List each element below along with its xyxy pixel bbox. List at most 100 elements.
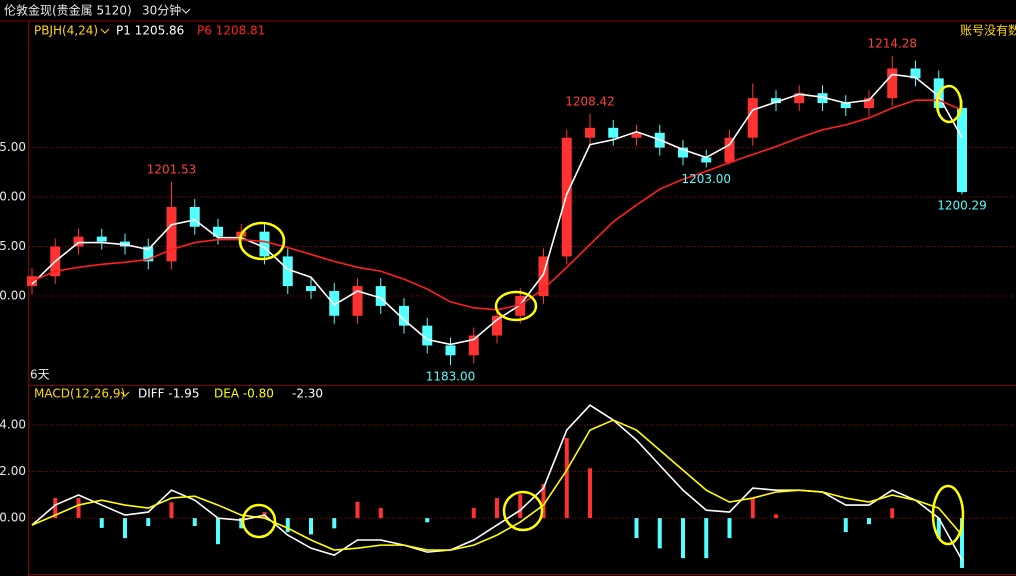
histogram-bar — [53, 498, 58, 519]
macd-chevron[interactable] — [120, 391, 130, 397]
data-label: 1201.53 — [147, 162, 197, 176]
candle-body — [608, 127, 619, 138]
candle-body — [840, 103, 851, 109]
line-series — [31, 73, 963, 346]
candle-body — [701, 157, 712, 163]
histogram-bar — [541, 484, 546, 519]
candle-body — [399, 305, 409, 326]
candle-body — [352, 286, 363, 316]
histogram-bar — [727, 518, 732, 539]
y-tick-label: 1205.00 — [0, 140, 26, 154]
histogram-bar — [843, 518, 848, 533]
data-label: 1183.00 — [426, 370, 476, 384]
candle-body — [817, 93, 828, 104]
data-label: 1203.00 — [681, 172, 731, 186]
candle-body — [864, 98, 874, 109]
histogram-bar — [960, 518, 964, 568]
histogram-bar — [750, 498, 755, 519]
histogram-bar — [99, 518, 104, 528]
histogram-bar — [169, 502, 174, 519]
candle-body — [259, 231, 270, 257]
legend-entry: P6 1208.81 — [197, 24, 265, 38]
data-label: 1214.28 — [867, 36, 917, 50]
data-label: 1208.42 — [565, 94, 615, 108]
candle-body — [96, 236, 107, 242]
histogram-bar — [309, 518, 313, 535]
y-tick-label: 1190.00 — [0, 288, 26, 302]
histogram-bar — [471, 507, 476, 519]
candle-body — [771, 98, 781, 104]
histogram-bar — [890, 508, 895, 519]
legend-entry: -2.30 — [292, 387, 323, 401]
highlight-circle — [238, 221, 286, 261]
highlight-circle — [241, 503, 277, 539]
candle-body — [213, 226, 223, 237]
histogram-bar — [332, 518, 337, 529]
candle-body — [631, 132, 642, 138]
period-chevron[interactable] — [181, 8, 191, 14]
candle-body — [189, 206, 200, 227]
candle-body — [27, 276, 37, 287]
y-tick-label: 1195.00 — [0, 239, 26, 253]
candle-body — [306, 286, 316, 292]
instrument: 伦敦金现(贵金属 5120) — [4, 3, 132, 18]
legend-entry: DEA -0.80 — [214, 387, 274, 401]
highlight-circle — [935, 84, 963, 124]
candle-body — [375, 286, 386, 306]
histogram-bar — [378, 507, 383, 519]
histogram-bar — [216, 518, 220, 545]
highlight-circle — [931, 484, 965, 546]
histogram-bar — [285, 518, 290, 533]
indicator-name[interactable]: PBJH(4,24) — [34, 24, 98, 38]
candle-body — [794, 93, 805, 104]
legend-entry: P1 1205.86 — [116, 24, 184, 38]
histogram-bar — [774, 514, 778, 519]
candle-body — [678, 147, 688, 158]
candle-body — [73, 236, 84, 247]
histogram-bar — [634, 518, 639, 539]
candle-body — [585, 127, 595, 138]
candle-body — [887, 68, 898, 99]
histogram-bar — [564, 438, 569, 519]
indicator-chevron[interactable] — [100, 28, 110, 34]
macd-title[interactable]: MACD(12,26,9) — [34, 387, 125, 401]
histogram-bar — [657, 518, 662, 549]
legend-entry: DIFF -1.95 — [138, 387, 199, 401]
line-series — [31, 419, 963, 551]
data-label: 1200.29 — [937, 199, 987, 213]
y-tick-label: 0.00 — [0, 511, 26, 525]
histogram-bar — [192, 518, 197, 527]
histogram-bar — [588, 468, 592, 519]
candle-body — [747, 98, 758, 138]
candle-body — [515, 295, 526, 316]
candle-body — [468, 335, 479, 356]
highlight-circle — [502, 490, 544, 532]
notice: 账号没有数 — [960, 23, 1016, 38]
histogram-bar — [936, 518, 941, 539]
candle-body — [957, 108, 967, 193]
y-tick-label: 2.00 — [0, 464, 26, 478]
candle-body — [724, 137, 735, 163]
candle-body — [561, 137, 572, 257]
plot: 1190.00 1195.00 1200.00 1205.00 1201.53 1208.… — [0, 36, 1016, 568]
histogram-bar — [123, 518, 127, 539]
histogram-bar — [867, 518, 871, 525]
histogram-bar — [146, 518, 151, 527]
candle-body — [282, 256, 293, 287]
candle-body — [538, 256, 549, 296]
histogram-bar — [355, 501, 360, 519]
candle-body — [329, 291, 340, 316]
period[interactable]: 30分钟 — [142, 3, 181, 18]
y-tick-label: 1200.00 — [0, 190, 26, 204]
histogram-bar — [518, 494, 523, 519]
highlight-circles — [238, 84, 965, 546]
histogram-bar — [76, 498, 81, 519]
highlight-circle — [494, 290, 538, 322]
range-label: 6天 — [30, 368, 50, 382]
candle-body — [492, 315, 502, 336]
candle-body — [143, 246, 154, 262]
candle-body — [422, 325, 433, 346]
histogram-bar — [425, 518, 430, 523]
histogram-bar — [495, 498, 499, 519]
histogram-bar — [704, 518, 709, 559]
